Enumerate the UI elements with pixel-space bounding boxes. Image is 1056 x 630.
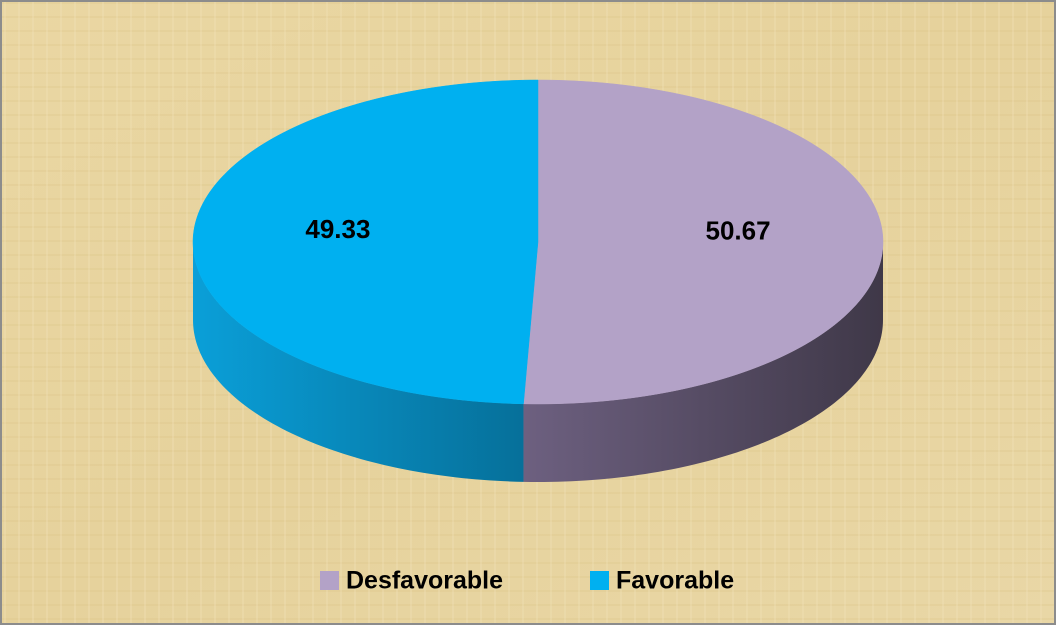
slice-side: [523, 242, 883, 482]
slice-side: [193, 242, 524, 482]
legend-swatch: [590, 571, 609, 590]
legend-label: Favorable: [616, 567, 734, 595]
legend-swatch: [320, 571, 339, 590]
legend: Desfavorable Favorable: [320, 567, 734, 595]
slice: [523, 79, 884, 405]
pie: 50.67 49.33: [192, 79, 884, 482]
legend-label: Desfavorable: [346, 567, 503, 595]
slice: [192, 79, 539, 405]
data-label: 50.67: [706, 216, 771, 246]
data-label: 49.33: [305, 214, 370, 244]
